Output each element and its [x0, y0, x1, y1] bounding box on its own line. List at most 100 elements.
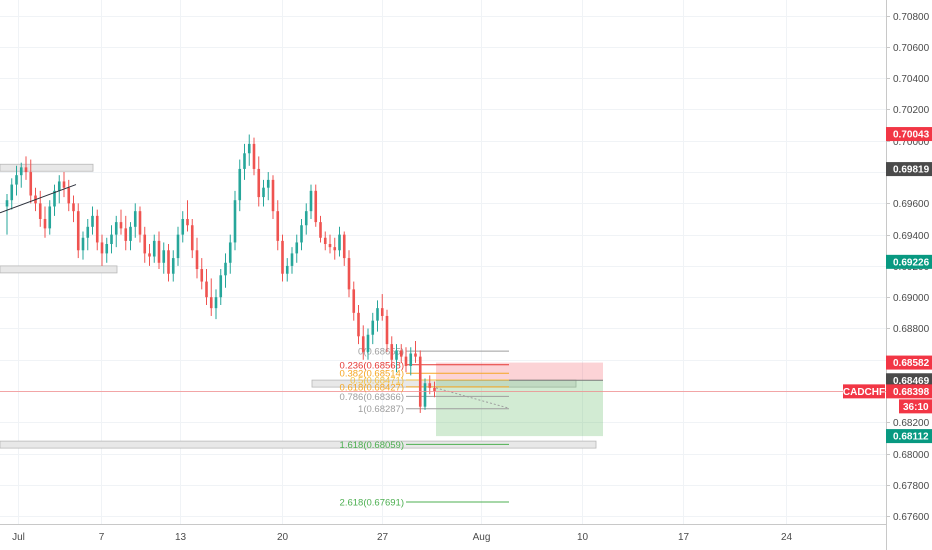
candle-body [262, 187, 265, 198]
candle-body [57, 181, 61, 191]
fibonacci-extension[interactable]: 0(0.68655)0.236(0.68568)0.382(0.68514)0.… [340, 347, 510, 509]
candle-body [352, 289, 356, 313]
x-tick-label: 10 [577, 532, 589, 543]
fib-level-label: 0(0.68655) [358, 347, 404, 358]
candle-body [129, 226, 132, 241]
candle-body [285, 265, 289, 274]
candle-body [190, 225, 194, 251]
candle-body [385, 315, 389, 345]
candle-body [205, 281, 208, 298]
price-tag [886, 384, 932, 399]
candle-body [186, 218, 189, 226]
y-tick-label: 0.68200 [893, 418, 930, 429]
x-tick-label: 20 [277, 532, 289, 543]
candle-body [409, 353, 413, 367]
time-axis[interactable]: Jul 7 13 20 27 Aug 10 17 24 [12, 532, 792, 543]
x-tick-label: 24 [781, 532, 793, 543]
candle-body [67, 187, 71, 204]
candle-body [100, 242, 104, 254]
candle-body [309, 190, 313, 212]
zone-rect [0, 265, 118, 274]
x-tick-label: 17 [678, 532, 690, 543]
candle-body [219, 275, 223, 298]
candle-body [252, 143, 256, 169]
y-tick-label: 0.69400 [893, 231, 930, 242]
candle-body [347, 258, 351, 290]
candle-body [376, 308, 379, 321]
candle-body [76, 211, 80, 251]
candle-body [86, 226, 90, 238]
countdown-label: 36:10 [903, 402, 929, 413]
candle-body [209, 297, 213, 309]
candle-body [195, 250, 199, 270]
candle-body [418, 356, 422, 407]
candle-body [29, 172, 33, 196]
candle-body [119, 222, 123, 229]
candle-body [5, 200, 9, 207]
y-tick-label: 0.67800 [893, 481, 930, 492]
candle-body [19, 167, 23, 176]
candle-body [290, 253, 294, 266]
candle-body [110, 234, 113, 245]
candle-body [266, 179, 270, 188]
fib-level-label: 0.236(0.68568) [340, 360, 404, 371]
y-tick-label: 0.70600 [893, 43, 930, 54]
short-position-tool[interactable] [436, 362, 603, 437]
candle-body [224, 262, 227, 276]
candle-body [428, 383, 432, 388]
y-tick-label: 0.67600 [893, 512, 930, 523]
price-tag-label: 0.68469 [893, 376, 930, 387]
candle-body [257, 168, 261, 198]
price-tag-label: 0.68112 [893, 432, 929, 443]
candle-body [138, 211, 142, 235]
candle-body [281, 240, 284, 274]
price-tag [886, 429, 932, 444]
candle-body [247, 143, 251, 154]
fib-level-label: 0.5(0.68471) [350, 375, 404, 386]
candle-body [342, 234, 346, 259]
price-tag [886, 162, 932, 177]
candle-body [228, 242, 232, 263]
candle-body [133, 211, 137, 227]
candle-body [214, 297, 218, 309]
candle-body [176, 234, 180, 259]
candle-body [371, 320, 375, 335]
candle-body [323, 237, 327, 245]
candle-body [38, 203, 42, 219]
candle-body [152, 240, 156, 257]
candle-body [366, 334, 370, 352]
candle-body [233, 200, 237, 243]
candle-body [300, 225, 303, 243]
fib-level-label: 0.618(0.68427) [340, 382, 404, 393]
candle-body [105, 244, 109, 254]
candle-body [167, 250, 170, 274]
plot-background [0, 0, 886, 524]
x-tick-label: 7 [99, 532, 105, 543]
fib-level-label: 0.382(0.68514) [340, 369, 404, 380]
candle-body [10, 184, 14, 201]
price-tag-label: 0.68582 [893, 358, 930, 369]
candle-body [361, 336, 365, 352]
price-tags: 0.70043 0.69819 0.69226 0.68582 0.684690.683… [843, 127, 932, 444]
candle-body [304, 211, 308, 226]
price-tag [886, 127, 932, 142]
countdown-tag [899, 399, 932, 414]
price-tag-label: 0.69226 [893, 257, 930, 268]
grid [0, 0, 886, 524]
candle-body [143, 234, 147, 254]
trend-line[interactable] [0, 184, 77, 214]
price-tag-label: 0.70043 [893, 130, 930, 141]
take-profit-zone [436, 380, 603, 437]
price-tag-label: 0.69819 [893, 165, 930, 176]
candle-body [314, 190, 318, 223]
candle-body [271, 179, 275, 212]
y-tick-label: 0.70400 [893, 74, 930, 85]
candle-body [157, 240, 161, 263]
candle-body [62, 181, 66, 188]
candle-body [81, 237, 85, 251]
stop-loss-zone [436, 362, 603, 381]
zone-rect [0, 163, 94, 172]
x-tick-label: Jul [12, 532, 25, 543]
y-tick-label: 0.70800 [893, 12, 930, 23]
